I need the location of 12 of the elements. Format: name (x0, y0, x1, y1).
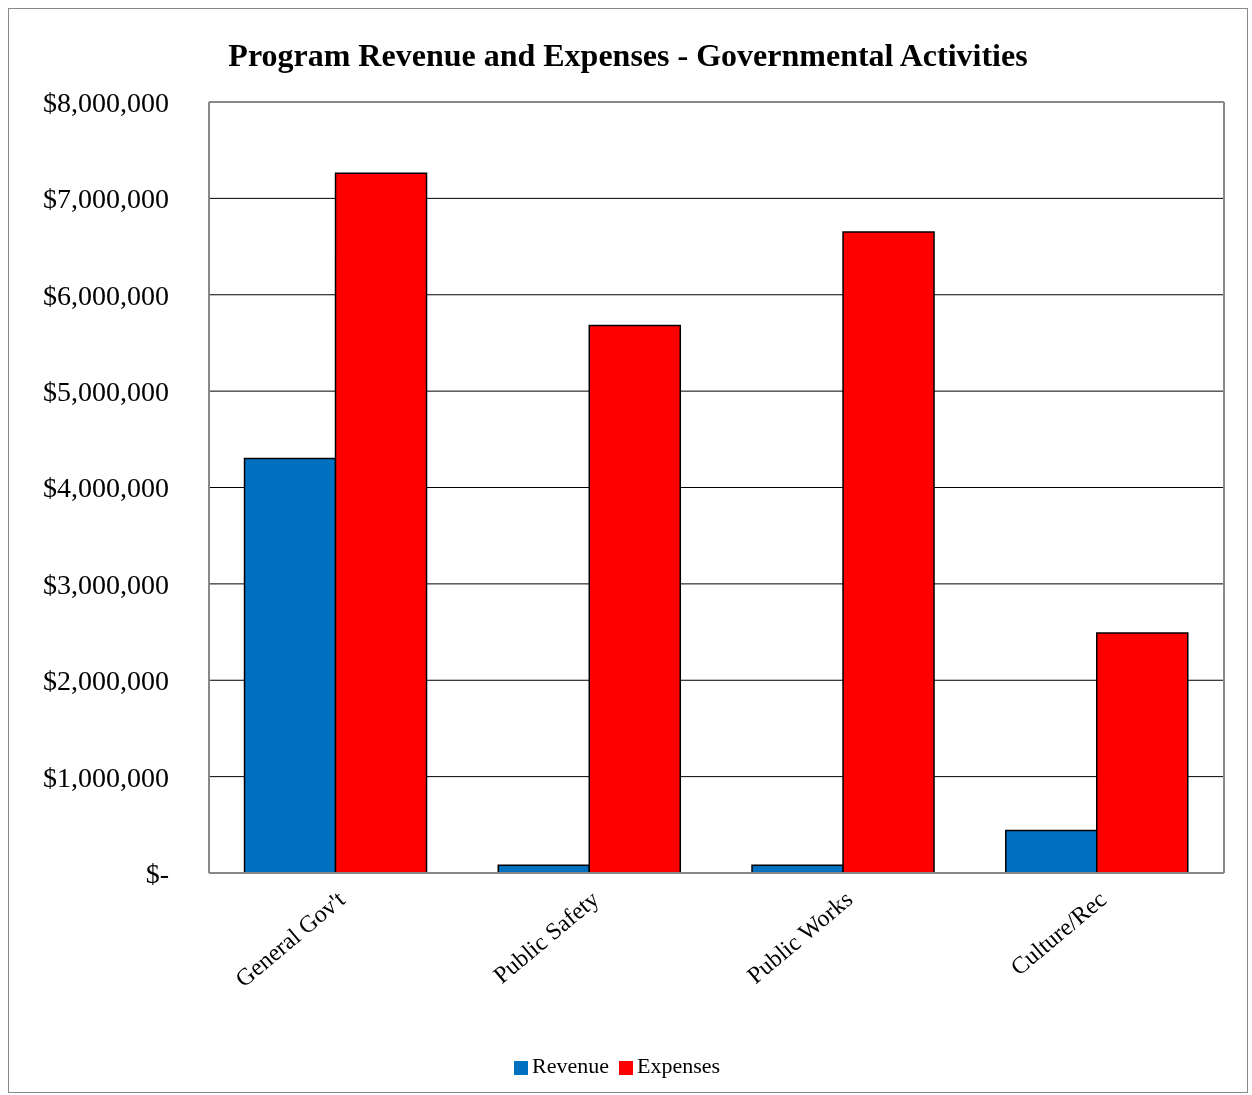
y-tick-label: $3,000,000 (43, 568, 169, 600)
y-tick-label: $2,000,000 (43, 665, 169, 697)
y-tick-label: $5,000,000 (43, 376, 169, 408)
y-tick-label: $6,000,000 (43, 279, 169, 311)
y-tick-label: $7,000,000 (43, 183, 169, 215)
y-tick-label: $8,000,000 (43, 86, 169, 118)
chart-title: Program Revenue and Expenses - Governmental Activities (227, 37, 1029, 75)
legend-label: Revenue (531, 1053, 609, 1078)
y-tick-label: $- (145, 857, 169, 889)
y-tick-label: $1,000,000 (43, 761, 169, 793)
y-tick-label: $4,000,000 (43, 472, 169, 504)
legend-label: Expenses (636, 1053, 721, 1078)
